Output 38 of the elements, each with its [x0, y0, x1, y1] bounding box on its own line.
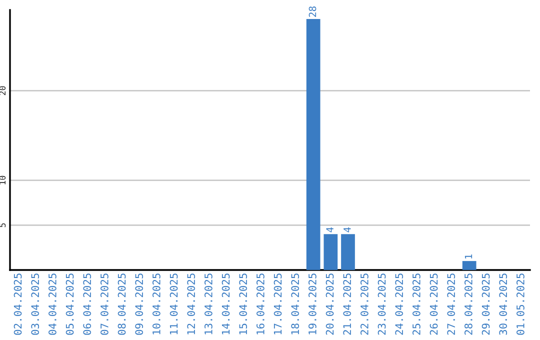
x-tick-label: 02.04.2025 — [14, 274, 22, 335]
x-tick-label: 21.04.2025 — [343, 274, 352, 335]
x-tick-label: 20.04.2025 — [326, 274, 334, 335]
data-label: 4 — [326, 227, 334, 232]
x-tick-label: 04.04.2025 — [48, 274, 56, 335]
x-tick-label: 29.04.2025 — [482, 274, 490, 335]
x-tick-label: 01.05.2025 — [516, 274, 524, 335]
x-tick-label: 26.04.2025 — [430, 274, 438, 335]
x-tick-label: 07.04.2025 — [100, 274, 108, 335]
data-label: 1 — [464, 254, 472, 258]
x-tick-label: 06.04.2025 — [83, 274, 92, 335]
x-tick-label: 16.04.2025 — [256, 274, 264, 334]
x-tick-label: 11.04.2025 — [170, 274, 178, 334]
x-tick-label: 15.04.2025 — [239, 274, 248, 334]
x-tick-label: 25.04.2025 — [412, 274, 420, 335]
x-tick-label: 12.04.2025 — [187, 274, 196, 334]
x-tick-label: 03.04.2025 — [31, 274, 40, 335]
x-tick-label: 17.04.2025 — [274, 274, 282, 334]
bar — [341, 234, 355, 270]
x-tick-label: 14.04.2025 — [222, 274, 230, 334]
data-label: 4 — [344, 227, 351, 232]
x-tick-label: 30.04.2025 — [499, 274, 508, 335]
x-tick-label: 23.04.2025 — [378, 274, 386, 335]
x-tick-label: 19.04.2025 — [308, 274, 316, 334]
x-tick-label: 27.04.2025 — [447, 274, 456, 335]
x-tick-label: 24.04.2025 — [395, 274, 404, 335]
bar — [306, 18, 320, 270]
bar — [462, 261, 476, 270]
x-tick-label: 10.04.2025 — [152, 274, 160, 334]
x-tick-label: 08.04.2025 — [118, 274, 126, 335]
bar — [324, 234, 338, 270]
x-tick-label: 13.04.2025 — [204, 274, 212, 334]
x-tick-label: 22.04.2025 — [360, 274, 368, 335]
x-tick-label: 09.04.2025 — [135, 274, 144, 335]
x-tick-label: 05.04.2025 — [66, 274, 74, 335]
x-tick-label: 28.04.2025 — [464, 274, 472, 335]
data-label: 28 — [308, 6, 316, 17]
x-tick-label: 18.04.2025 — [291, 274, 300, 334]
